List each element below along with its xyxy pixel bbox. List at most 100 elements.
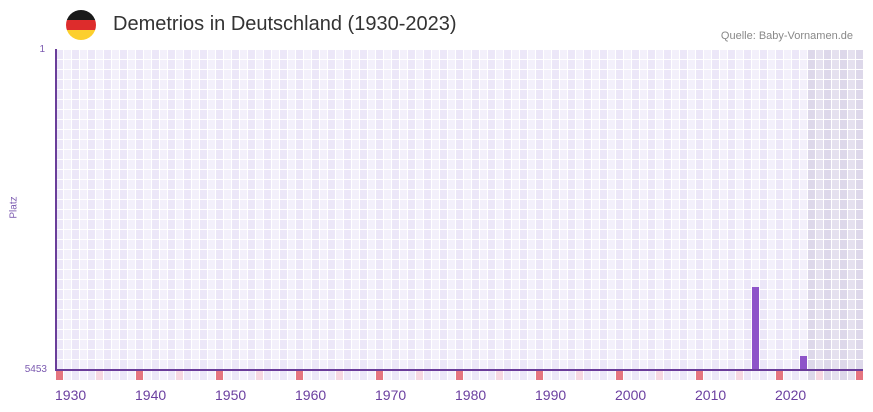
year-marker-1965 [336,371,343,380]
year-column-1989 [528,50,535,370]
year-column-1951 [224,50,231,370]
year-marker-2028 [840,371,847,380]
year-column-1946 [184,50,191,370]
year-column-1978 [440,50,447,370]
year-column-1996 [584,50,591,370]
year-marker-2006 [664,371,671,380]
year-column-1953 [240,50,247,370]
year-marker-1941 [144,371,151,380]
y-axis-label: Platz [8,196,20,219]
year-marker-1984 [488,371,495,380]
year-column-2008 [680,50,687,370]
year-marker-2000 [616,371,623,380]
year-column-1987 [512,50,519,370]
year-marker-1986 [504,371,511,380]
year-marker-2017 [752,371,759,380]
xtick-1930: 1930 [55,387,87,403]
year-column-2030 [856,50,863,370]
year-marker-1947 [192,371,199,380]
year-column-1935 [96,50,103,370]
xtick-2020: 2020 [775,387,807,403]
year-marker-1952 [232,371,239,380]
year-column-2017 [752,50,759,370]
year-marker-1978 [440,371,447,380]
year-marker-2010 [696,371,703,380]
flag-stripe-red [66,20,96,30]
year-column-1994 [568,50,575,370]
xtick-1980: 1980 [455,387,487,403]
year-marker-1997 [592,371,599,380]
year-marker-2030 [856,371,863,380]
year-marker-1938 [120,371,127,380]
year-column-1976 [424,50,431,370]
year-marker-1977 [432,371,439,380]
year-marker-1940 [136,371,143,380]
bar-2023[interactable] [800,356,807,370]
year-column-2003 [640,50,647,370]
year-column-1941 [144,50,151,370]
year-marker-1948 [200,371,207,380]
year-marker-1930 [56,371,63,380]
year-column-1997 [592,50,599,370]
year-column-1999 [608,50,615,370]
year-column-2019 [768,50,775,370]
year-marker-1946 [184,371,191,380]
year-column-1944 [168,50,175,370]
year-marker-1944 [168,371,175,380]
year-marker-1933 [80,371,87,380]
year-column-1958 [280,50,287,370]
year-marker-1966 [344,371,351,380]
year-marker-1980 [456,371,463,380]
year-column-1988 [520,50,527,370]
year-column-1949 [208,50,215,370]
x-axis-line [55,369,863,371]
year-marker-1982 [472,371,479,380]
year-marker-2013 [720,371,727,380]
year-column-2021 [784,50,791,370]
year-marker-1979 [448,371,455,380]
year-column-1984 [488,50,495,370]
year-marker-1934 [88,371,95,380]
year-marker-1964 [328,371,335,380]
year-marker-1963 [320,371,327,380]
year-column-2028 [840,50,847,370]
year-marker-1973 [400,371,407,380]
year-column-1991 [544,50,551,370]
year-marker-1936 [104,371,111,380]
year-column-1942 [152,50,159,370]
year-column-1956 [264,50,271,370]
year-column-2025 [816,50,823,370]
year-marker-1942 [152,371,159,380]
ytick-bottom: 5453 [24,364,47,375]
year-column-2006 [664,50,671,370]
year-column-2022 [792,50,799,370]
year-column-2007 [672,50,679,370]
year-column-2018 [760,50,767,370]
bar-2017[interactable] [752,287,759,370]
year-column-2009 [688,50,695,370]
year-marker-2022 [792,371,799,380]
year-column-1945 [176,50,183,370]
germany-flag-icon [66,10,96,40]
year-marker-1931 [64,371,71,380]
year-column-1995 [576,50,583,370]
year-marker-1950 [216,371,223,380]
year-column-1961 [304,50,311,370]
xtick-1940: 1940 [135,387,167,403]
xtick-1990: 1990 [535,387,567,403]
year-column-1930 [56,50,63,370]
year-marker-2025 [816,371,823,380]
year-marker-1974 [408,371,415,380]
year-marker-1969 [368,371,375,380]
year-marker-1935 [96,371,103,380]
year-marker-2020 [776,371,783,380]
year-column-1937 [112,50,119,370]
year-column-2005 [656,50,663,370]
year-marker-2021 [784,371,791,380]
xtick-2010: 2010 [695,387,727,403]
year-column-1957 [272,50,279,370]
year-column-1963 [320,50,327,370]
year-column-1932 [72,50,79,370]
year-marker-1996 [584,371,591,380]
year-marker-strip [55,371,863,380]
